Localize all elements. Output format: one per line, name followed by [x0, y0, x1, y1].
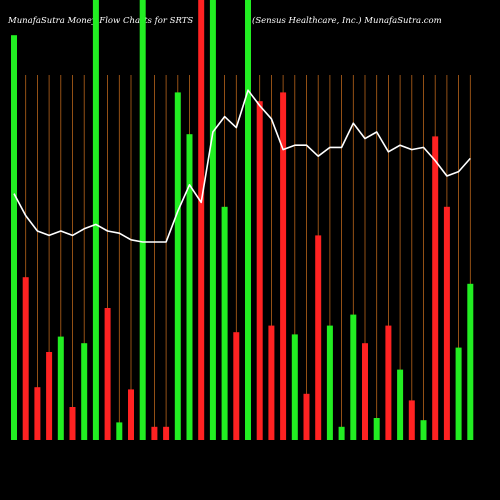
bar-up: [420, 420, 427, 440]
bar-down: [198, 0, 205, 440]
bar-up: [209, 0, 216, 440]
bar-down: [385, 325, 392, 440]
bar-up: [326, 325, 333, 440]
bar-up: [455, 347, 462, 440]
bar-down: [303, 393, 310, 440]
bar-down: [104, 308, 111, 440]
bar-up: [221, 206, 228, 440]
bar-down: [315, 235, 322, 440]
bar-down: [34, 387, 41, 440]
bar-down: [268, 325, 275, 440]
bar-down: [46, 352, 53, 440]
bar-up: [81, 343, 88, 440]
bar-up: [11, 35, 17, 440]
bar-down: [22, 277, 29, 440]
bar-up: [57, 336, 64, 440]
bar-up: [338, 426, 345, 440]
bar-up: [139, 0, 146, 440]
bar-up: [174, 92, 181, 441]
bar-up: [92, 0, 99, 440]
bar-down: [408, 400, 415, 440]
price-line-layer: [13, 89, 471, 243]
bar-down: [128, 389, 134, 440]
bar-up: [397, 369, 404, 440]
bar-down: [443, 206, 450, 440]
bar-down: [151, 426, 158, 440]
bar-down: [432, 136, 439, 440]
bar-up: [350, 314, 357, 440]
bar-down: [69, 407, 76, 440]
bar-up: [116, 422, 123, 440]
bar-down: [163, 426, 170, 440]
company-name: (Sensus Healthcare, Inc.) MunafaSutra.co…: [252, 16, 442, 26]
bar-down: [280, 92, 287, 441]
bar-up: [245, 0, 251, 440]
bar-down: [362, 343, 368, 440]
bar-down: [233, 332, 240, 440]
bar-up: [467, 283, 474, 440]
price-line: [13, 89, 471, 243]
bar-down: [256, 101, 263, 440]
bars: [11, 0, 474, 441]
chart-title: MunafaSutra Money Flow Charts for SRTS: [8, 16, 194, 26]
bar-up: [291, 334, 298, 440]
bar-up: [373, 418, 380, 440]
bar-up: [186, 134, 193, 440]
